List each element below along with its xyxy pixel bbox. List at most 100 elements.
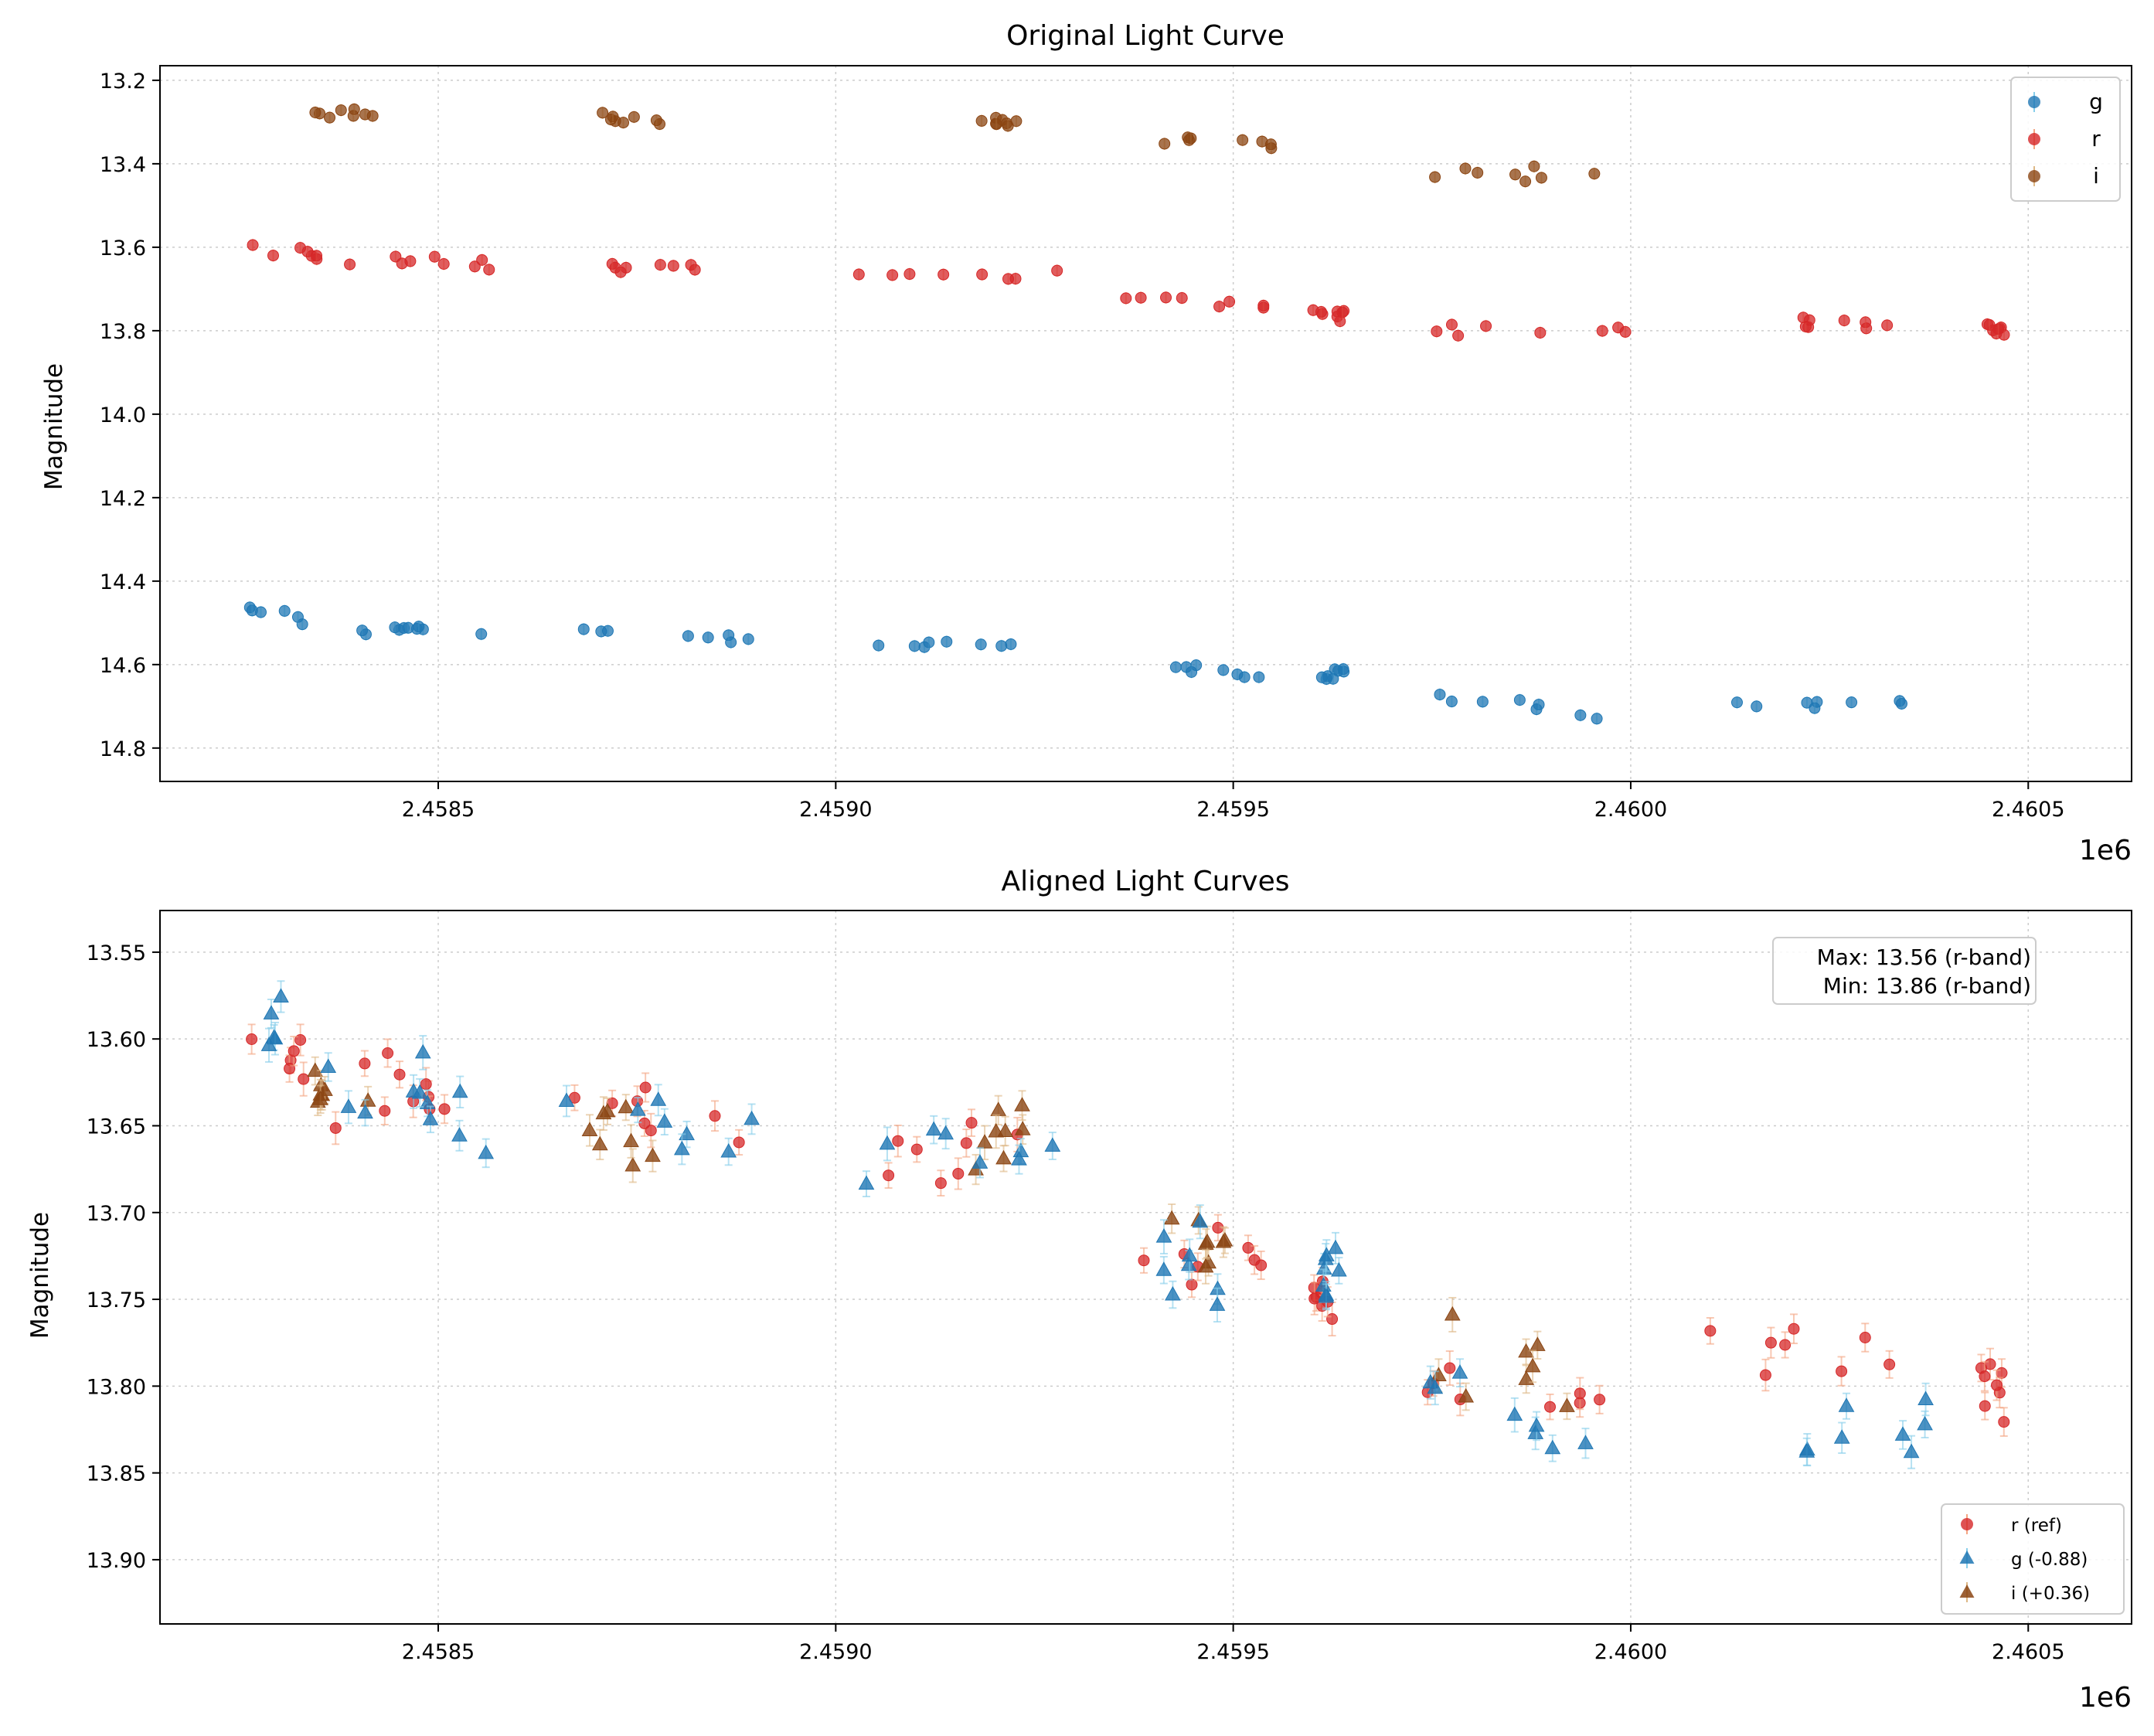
data-point	[1591, 713, 1603, 725]
data-point	[941, 635, 953, 648]
data-point	[667, 260, 679, 272]
data-point	[976, 1134, 993, 1149]
series-r	[246, 1023, 2010, 1437]
data-point	[1577, 1435, 1594, 1449]
data-point	[1159, 138, 1171, 150]
data-point	[1215, 1233, 1232, 1248]
data-point	[1544, 1401, 1557, 1413]
data-point	[879, 1135, 896, 1150]
data-point	[1199, 1233, 1216, 1248]
annotation-max: Max: 13.56 (r-band)	[1817, 945, 2031, 970]
data-point	[618, 117, 630, 129]
gridlines	[160, 911, 2132, 1624]
y-tick-label: 13.90	[87, 1549, 146, 1573]
data-point	[925, 1121, 942, 1136]
data-point	[639, 1081, 652, 1094]
data-point	[393, 1068, 406, 1081]
data-point	[309, 107, 322, 119]
data-point	[990, 118, 1002, 131]
data-point	[733, 1136, 745, 1149]
data-point	[910, 1143, 923, 1156]
aligned-light-curves-panel: Aligned Light Curves Magnitude 1e6 2.458…	[26, 866, 2132, 1714]
data-point	[1759, 1369, 1771, 1381]
data-point	[1588, 168, 1601, 180]
data-point	[324, 111, 336, 124]
chart-title: Original Light Curve	[1006, 20, 1285, 52]
data-point	[348, 103, 360, 115]
data-point	[1237, 134, 1249, 146]
data-point	[1797, 311, 1809, 324]
data-point	[1002, 273, 1015, 285]
data-point	[1529, 1336, 1546, 1351]
x-tick-label: 2.4605	[1992, 1640, 2064, 1664]
data-point	[1809, 702, 1821, 714]
data-point	[1185, 132, 1197, 145]
data-point	[1155, 1228, 1172, 1243]
data-point	[1318, 1247, 1335, 1261]
data-point	[451, 1083, 468, 1098]
data-point	[645, 1125, 657, 1137]
data-point	[1838, 1397, 1855, 1412]
y-axis-label: Magnitude	[26, 1212, 54, 1339]
series-i	[307, 1056, 1575, 1421]
data-point	[402, 621, 414, 634]
data-point	[382, 1047, 394, 1060]
data-point	[952, 1167, 965, 1179]
data-point	[591, 1135, 608, 1151]
data-point	[689, 264, 701, 276]
data-point	[709, 1110, 721, 1122]
data-point	[1238, 671, 1251, 683]
data-point	[1979, 1400, 1991, 1412]
data-point	[1846, 696, 1858, 709]
data-point	[340, 1098, 357, 1113]
data-point	[628, 111, 640, 123]
data-point	[1163, 1210, 1180, 1225]
data-point	[1574, 709, 1587, 721]
data-point	[1327, 1239, 1344, 1254]
data-point	[291, 611, 304, 623]
data-point	[1209, 1296, 1226, 1311]
data-point	[366, 110, 379, 122]
data-point	[1574, 1387, 1586, 1400]
data-point	[320, 1058, 337, 1073]
data-point	[1005, 638, 1017, 650]
data-point	[858, 1175, 875, 1190]
data-point	[1527, 1425, 1544, 1439]
x-offset-label: 1e6	[2079, 1682, 2132, 1714]
data-point	[1476, 696, 1489, 708]
data-point	[1253, 671, 1265, 683]
data-point	[379, 1105, 391, 1117]
data-point	[1434, 689, 1446, 701]
data-point	[1833, 1429, 1850, 1444]
data-point	[1444, 1362, 1456, 1374]
data-point	[923, 636, 935, 648]
data-point	[595, 1105, 612, 1120]
data-point	[873, 639, 885, 652]
data-point	[478, 1144, 495, 1159]
series-r	[247, 239, 2010, 342]
data-point	[1528, 160, 1540, 172]
y-tick-label: 13.60	[87, 1028, 146, 1052]
data-point	[975, 114, 988, 127]
data-point	[273, 988, 289, 1002]
data-point	[1431, 325, 1443, 338]
data-point	[1559, 1397, 1575, 1412]
data-point	[267, 250, 279, 262]
data-point	[1894, 1426, 1911, 1441]
data-point	[1751, 700, 1763, 713]
data-point	[1257, 299, 1270, 311]
x-tick-label: 2.4590	[799, 798, 872, 822]
data-point	[1160, 291, 1172, 304]
data-point	[1308, 1292, 1321, 1305]
data-point	[1044, 1137, 1061, 1152]
data-point	[1337, 663, 1349, 676]
data-point	[1918, 1391, 1934, 1406]
annotation-min: Min: 13.86 (r-band)	[1823, 973, 2031, 999]
legend: gri	[2010, 77, 2121, 202]
data-point	[1169, 661, 1182, 673]
data-point	[451, 1127, 468, 1142]
data-point	[1472, 166, 1484, 179]
data-point	[294, 242, 307, 254]
legend-label: i (+0.36)	[2011, 1584, 2090, 1604]
data-point	[1788, 1322, 1800, 1335]
